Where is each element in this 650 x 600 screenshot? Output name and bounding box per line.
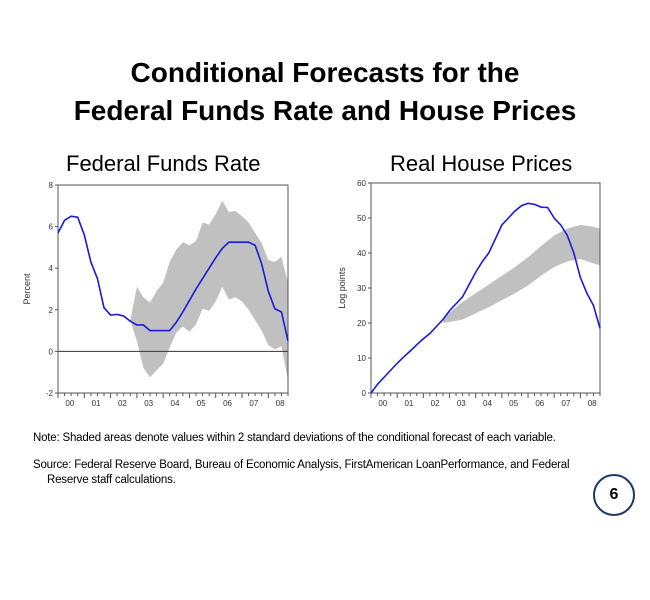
x-tick-label: 00	[65, 399, 74, 408]
series-line	[370, 202, 601, 394]
confidence-band	[442, 225, 600, 323]
y-axis-label: Log points	[337, 267, 347, 309]
x-tick-label: 01	[404, 399, 413, 408]
x-tick-label: 06	[535, 399, 544, 408]
x-tick-label: 04	[483, 399, 492, 408]
plot-frame	[57, 184, 289, 394]
x-tick-label: 03	[144, 399, 153, 408]
y-tick-label: 40	[357, 249, 366, 258]
y-tick-label: 0	[362, 389, 367, 398]
y-tick-label: 2	[49, 306, 54, 315]
y-tick-label: 20	[357, 319, 366, 328]
x-tick-label: 03	[457, 399, 466, 408]
x-tick-label: 00	[378, 399, 387, 408]
x-tick-label: 04	[171, 399, 180, 408]
slide-title-line-2: Federal Funds Rate and House Prices	[73, 95, 577, 126]
x-tick-label: 01	[92, 399, 101, 408]
x-tick-label: 06	[223, 399, 232, 408]
page-number-badge: 6	[593, 474, 635, 516]
y-axis-label: Percent	[22, 273, 32, 305]
y-tick-label: 0	[49, 347, 54, 356]
y-tick-label: 8	[49, 181, 54, 190]
x-tick-label: 07	[562, 399, 571, 408]
x-tick-label: 05	[197, 399, 206, 408]
x-tick-label: 05	[509, 399, 518, 408]
y-tick-label: 10	[357, 354, 366, 363]
slide-title-line-1: Conditional Forecasts for the	[130, 57, 520, 88]
chart-title-house-prices: Real House Prices	[390, 151, 573, 176]
source-text-line-1: Source: Federal Reserve Board, Bureau of…	[33, 459, 570, 471]
chart-title-fed-funds: Federal Funds Rate	[66, 151, 261, 176]
source-text-line-2: Reserve staff calculations.	[47, 474, 176, 486]
x-tick-label: 08	[276, 399, 285, 408]
x-tick-label: 02	[431, 399, 440, 408]
y-tick-label: 60	[357, 179, 366, 188]
y-tick-label: -2	[46, 389, 54, 398]
series-line	[57, 215, 289, 342]
note-text: Note: Shaded areas denote values within …	[33, 432, 556, 444]
y-tick-label: 30	[357, 284, 366, 293]
x-tick-label: 02	[118, 399, 127, 408]
y-tick-label: 50	[357, 214, 366, 223]
x-tick-label: 08	[588, 399, 597, 408]
x-tick-label: 07	[249, 399, 258, 408]
y-tick-label: 4	[49, 264, 54, 273]
y-tick-label: 6	[49, 223, 54, 232]
house-prices-chart: 0 10 20 30 40 50 60 00 01 02 03 04 05 06 07 08 Log point…	[337, 179, 601, 408]
confidence-band	[130, 200, 288, 381]
